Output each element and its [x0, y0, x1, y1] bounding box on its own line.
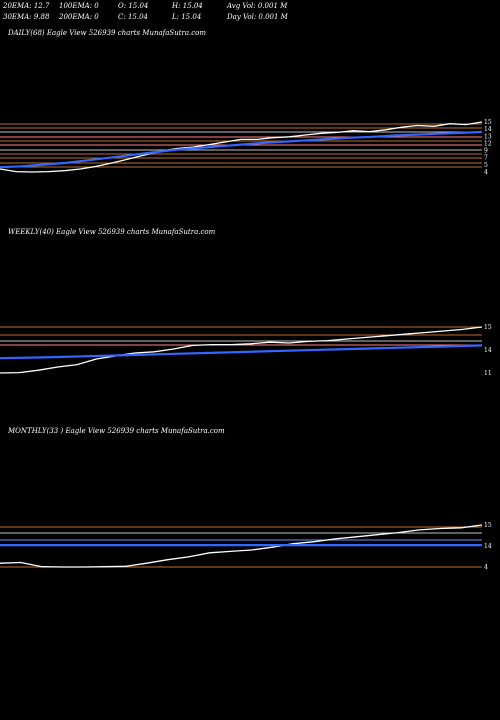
price-line — [0, 524, 483, 568]
stat-low: L: 15.04 — [172, 13, 202, 21]
price-line — [0, 326, 483, 374]
weekly-chart-title: WEEKLY(40) Eagle View 526939 charts Muna… — [8, 228, 216, 236]
y-tick-label: 15 — [484, 324, 492, 331]
daily-chart-title: DAILY(68) Eagle View 526939 charts Munaf… — [8, 29, 207, 37]
y-tick-label: 7 — [484, 155, 488, 162]
y-tick-label: 14 — [484, 347, 492, 354]
monthly-chart: 15 14 4 — [0, 522, 492, 571]
stat-ema30: 30EMA: 9.88 — [3, 13, 50, 21]
stat-ema200: 200EMA: 0 — [59, 13, 99, 21]
y-tick-label: 4 — [484, 169, 488, 176]
ema-line — [0, 344, 483, 360]
stat-avg-vol: Avg Vol: 0.001 M — [227, 2, 288, 10]
stat-open: O: 15.04 — [118, 2, 149, 10]
y-tick-label: 9 — [484, 148, 488, 155]
y-tick-label: 15 — [484, 522, 492, 529]
y-tick-label: 14 — [484, 126, 492, 133]
y-tick-label: 12 — [484, 140, 492, 147]
ema-line — [0, 130, 483, 169]
price-line — [0, 121, 483, 173]
y-tick-label: 14 — [484, 543, 492, 550]
y-tick-label: 11 — [484, 370, 492, 377]
y-tick-label: 5 — [484, 162, 488, 169]
y-tick-label: 13 — [484, 133, 492, 140]
stat-day-vol: Day Vol: 0.001 M — [227, 13, 288, 21]
y-tick-label: 4 — [484, 564, 488, 571]
stat-high: H: 15.04 — [172, 2, 203, 10]
stat-close: C: 15.04 — [118, 13, 148, 21]
monthly-chart-title: MONTHLY(33 ) Eagle View 526939 charts Mu… — [8, 427, 225, 435]
stat-ema100: 100EMA: 0 — [59, 2, 99, 10]
y-tick-label: 15 — [484, 119, 492, 126]
weekly-chart: 15 14 11 — [0, 324, 492, 377]
stat-ema20: 20EMA: 12.7 — [3, 2, 50, 10]
